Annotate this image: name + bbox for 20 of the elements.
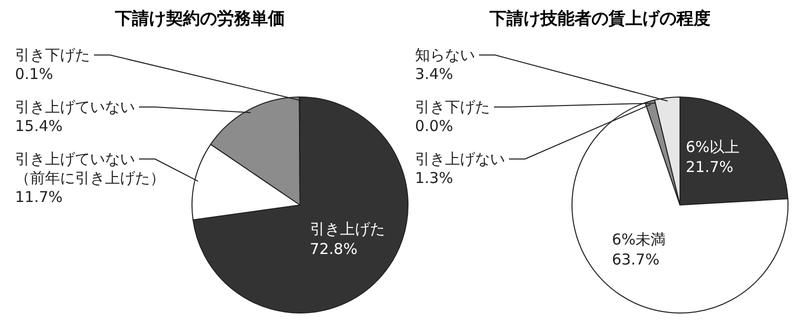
data-label: 21.7%	[686, 158, 734, 176]
category-label: 引き下げた	[415, 98, 490, 116]
data-label: 11.7%	[15, 188, 63, 206]
data-label: 1.3%	[415, 169, 454, 187]
slice-label: 引き上げない	[415, 150, 505, 168]
data-label: 63.7%	[612, 250, 660, 268]
slice-label: 引き上げた	[310, 220, 385, 238]
data-label: 0.1%	[15, 65, 54, 83]
slice-label: 6%以上	[686, 138, 740, 156]
slice-label: 引き上げていない（前年に引き上げた）	[15, 150, 165, 187]
data-label: 15.4%	[15, 117, 63, 135]
data-label: 72.8%	[310, 240, 358, 258]
data-label: 3.4%	[415, 65, 454, 83]
slice-label: 引き下げた	[15, 46, 90, 64]
chart-title: 下請け契約の労務単価	[114, 9, 285, 29]
slice-label: 知らない	[415, 46, 475, 64]
chart-title: 下請け技能者の賃上げの程度	[488, 9, 710, 29]
slice-label: 引き上げていない	[15, 98, 135, 116]
text: 0.0%	[415, 117, 454, 135]
slice-label: 6%未満	[612, 230, 666, 248]
